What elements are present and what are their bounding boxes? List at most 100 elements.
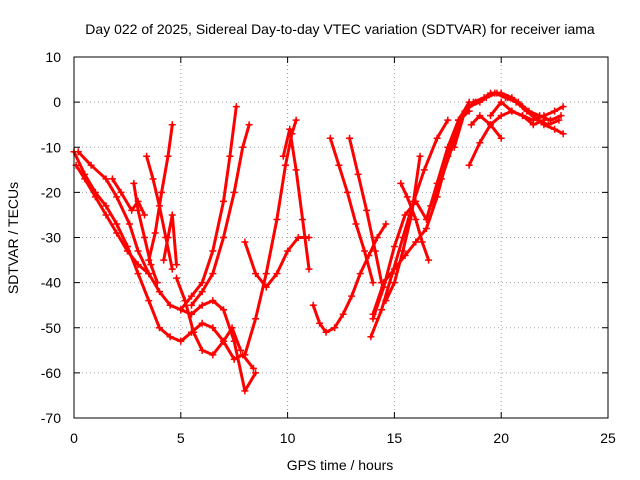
data-point [230, 188, 238, 196]
x-tick-label: 10 [280, 430, 296, 446]
data-point [123, 247, 131, 255]
data-point [382, 220, 390, 228]
data-point [164, 234, 172, 241]
data-point [444, 116, 452, 124]
y-tick-label: -10 [41, 139, 61, 155]
data-point [209, 270, 217, 278]
data-point [412, 238, 420, 246]
data-point [226, 152, 234, 160]
data-point [155, 324, 163, 332]
x-tick-label: 5 [177, 430, 185, 446]
data-point [173, 274, 181, 282]
series-points-arc-21 [382, 152, 424, 305]
data-point [209, 297, 217, 305]
x-tick-label: 0 [70, 430, 78, 446]
data-point [292, 166, 300, 174]
series-line-arc-2 [74, 163, 258, 393]
data-point [147, 261, 155, 269]
data-point [390, 243, 398, 251]
y-tick-label: -70 [41, 410, 61, 426]
data-point [249, 364, 257, 372]
data-layer [70, 89, 567, 395]
data-point [418, 238, 426, 246]
data-point [113, 193, 121, 201]
series-line-arc-12 [243, 236, 311, 289]
data-point [444, 152, 452, 160]
data-point [220, 337, 228, 345]
data-point [173, 261, 181, 269]
data-point [134, 206, 142, 214]
series-points-arc-14 [279, 125, 313, 273]
data-point [286, 125, 294, 133]
data-point [309, 301, 317, 309]
data-point [363, 206, 371, 214]
data-point [252, 315, 260, 323]
data-point [140, 234, 148, 241]
data-point [551, 125, 559, 133]
data-point [117, 188, 125, 196]
data-point [166, 333, 174, 341]
x-tick-label: 20 [493, 430, 509, 446]
data-point [281, 161, 289, 169]
data-point [158, 188, 166, 196]
data-point [450, 143, 458, 151]
data-point [145, 270, 153, 278]
data-point [403, 193, 411, 201]
axis-ticks [73, 56, 609, 419]
data-point [472, 98, 480, 106]
data-point [128, 206, 136, 214]
data-point [546, 116, 554, 124]
data-point [220, 234, 228, 241]
data-point [145, 256, 153, 264]
data-point [241, 351, 249, 359]
data-point [198, 346, 206, 354]
data-point [151, 229, 159, 237]
data-point [335, 161, 343, 169]
data-point [373, 234, 381, 241]
data-point [237, 346, 245, 354]
data-point [482, 94, 490, 102]
data-point [273, 270, 281, 278]
data-point [241, 387, 249, 395]
data-point [252, 270, 260, 278]
data-point [529, 121, 537, 129]
data-point [493, 89, 501, 97]
data-point [412, 215, 420, 223]
data-point [252, 369, 260, 377]
data-point [369, 310, 377, 318]
data-point [232, 103, 240, 111]
data-point [465, 161, 473, 169]
data-point [525, 107, 533, 115]
data-point [397, 179, 405, 187]
data-point [153, 279, 161, 287]
data-point [140, 211, 148, 219]
data-point [187, 301, 195, 309]
series-points-arc-16 [326, 134, 377, 287]
data-point [487, 112, 495, 120]
data-point [241, 238, 249, 246]
y-tick-label: -20 [41, 184, 61, 200]
data-point [177, 306, 185, 314]
data-point [497, 134, 505, 142]
data-point [305, 234, 313, 241]
data-point [437, 175, 445, 183]
data-point [360, 247, 368, 255]
data-point [102, 211, 110, 219]
data-point [81, 175, 89, 183]
data-point [326, 134, 334, 142]
data-point [134, 261, 142, 269]
data-point [343, 188, 351, 196]
data-point [160, 256, 168, 264]
data-point [220, 197, 228, 205]
y-tick-label: 0 [53, 94, 61, 110]
data-point [164, 152, 172, 160]
data-point [239, 143, 247, 151]
data-point [352, 220, 360, 228]
series-points-arc-11 [187, 121, 253, 309]
data-point [433, 134, 441, 142]
series-line-arc-1 [72, 150, 255, 370]
data-point [422, 224, 430, 232]
series-line-arc-8 [162, 213, 178, 267]
series-line-arc-16 [328, 136, 375, 285]
